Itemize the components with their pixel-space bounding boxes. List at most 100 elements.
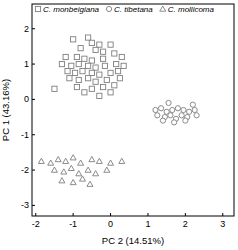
x-tick bbox=[35, 213, 36, 216]
point bbox=[183, 118, 188, 123]
point bbox=[168, 113, 173, 118]
point bbox=[160, 118, 165, 123]
point bbox=[181, 107, 186, 112]
point bbox=[117, 76, 122, 81]
x-tick-label: -2 bbox=[32, 219, 40, 229]
point bbox=[97, 93, 102, 98]
point bbox=[100, 56, 105, 61]
x-tick-label: 0 bbox=[108, 219, 113, 229]
point bbox=[70, 155, 76, 160]
point bbox=[76, 61, 81, 66]
y-tick-label: -2 bbox=[21, 165, 29, 175]
point bbox=[86, 35, 91, 40]
point bbox=[93, 79, 98, 84]
point bbox=[86, 63, 91, 68]
point bbox=[89, 86, 94, 91]
y-axis-label: PC 1 (43.16%) bbox=[0, 79, 11, 141]
point bbox=[104, 77, 109, 82]
y-tick bbox=[32, 64, 35, 65]
point bbox=[108, 160, 114, 165]
point bbox=[114, 61, 119, 66]
y-tick bbox=[32, 99, 35, 100]
legend-marker bbox=[35, 6, 40, 11]
x-tick bbox=[185, 213, 186, 216]
point bbox=[86, 76, 91, 81]
point bbox=[155, 113, 160, 118]
point bbox=[108, 90, 113, 95]
chart: -2-10123-3-2-1012PC 2 (14.51%)PC 1 (43.1… bbox=[0, 0, 238, 250]
point bbox=[89, 40, 94, 45]
y-tick bbox=[32, 170, 35, 171]
x-tick-label: 2 bbox=[183, 219, 188, 229]
point bbox=[38, 158, 44, 163]
point bbox=[82, 90, 87, 95]
x-tick bbox=[222, 213, 223, 216]
point bbox=[72, 70, 77, 75]
point bbox=[187, 109, 192, 114]
plot-frame bbox=[32, 4, 234, 216]
point bbox=[55, 156, 61, 161]
point bbox=[85, 167, 91, 172]
point bbox=[175, 106, 180, 111]
y-tick bbox=[32, 28, 35, 29]
point bbox=[115, 69, 120, 74]
point bbox=[89, 156, 95, 161]
point bbox=[112, 83, 117, 88]
point bbox=[74, 84, 79, 89]
point bbox=[97, 72, 102, 77]
point bbox=[78, 160, 84, 165]
legend: C. monbeigianaC. tibetanaC. mollicoma bbox=[35, 5, 214, 14]
legend-marker bbox=[106, 6, 111, 11]
y-tick-label: 0 bbox=[24, 94, 29, 104]
point bbox=[63, 158, 69, 163]
point bbox=[71, 37, 76, 42]
point bbox=[63, 54, 68, 59]
point bbox=[119, 54, 124, 59]
x-tick-label: 3 bbox=[220, 219, 225, 229]
point bbox=[112, 51, 117, 56]
points bbox=[38, 35, 199, 186]
legend-label: C. tibetana bbox=[114, 5, 153, 14]
point bbox=[74, 54, 79, 59]
point bbox=[108, 70, 113, 75]
point bbox=[153, 107, 158, 112]
point bbox=[108, 42, 113, 47]
point bbox=[93, 47, 98, 52]
point bbox=[104, 167, 110, 172]
point bbox=[172, 120, 177, 125]
x-tick-label: 1 bbox=[145, 219, 150, 229]
point bbox=[192, 107, 197, 112]
y-tick-label: -3 bbox=[21, 200, 29, 210]
y-tick bbox=[32, 205, 35, 206]
point bbox=[48, 160, 54, 165]
x-tick bbox=[73, 213, 74, 216]
point bbox=[100, 84, 105, 89]
point bbox=[80, 176, 86, 181]
point bbox=[89, 70, 94, 75]
point bbox=[59, 178, 65, 183]
x-tick-label: -1 bbox=[69, 219, 77, 229]
point bbox=[68, 165, 74, 170]
x-axis-label: PC 2 (14.51%) bbox=[102, 235, 164, 246]
point bbox=[96, 158, 102, 163]
point bbox=[61, 169, 67, 174]
point bbox=[82, 56, 87, 61]
point bbox=[166, 100, 171, 105]
point bbox=[100, 49, 105, 54]
y-tick-label: -1 bbox=[21, 130, 29, 140]
legend-marker bbox=[160, 6, 166, 11]
point bbox=[190, 102, 195, 107]
legend-label: C. monbeigiana bbox=[43, 5, 100, 14]
point bbox=[78, 46, 83, 51]
point bbox=[93, 65, 98, 70]
point bbox=[121, 63, 126, 68]
point bbox=[59, 61, 64, 66]
y-tick-label: 1 bbox=[24, 59, 29, 69]
y-tick bbox=[32, 134, 35, 135]
point bbox=[76, 77, 81, 82]
point bbox=[67, 76, 72, 81]
point bbox=[102, 63, 107, 68]
point bbox=[87, 181, 93, 186]
point bbox=[97, 42, 102, 47]
point bbox=[76, 171, 82, 176]
